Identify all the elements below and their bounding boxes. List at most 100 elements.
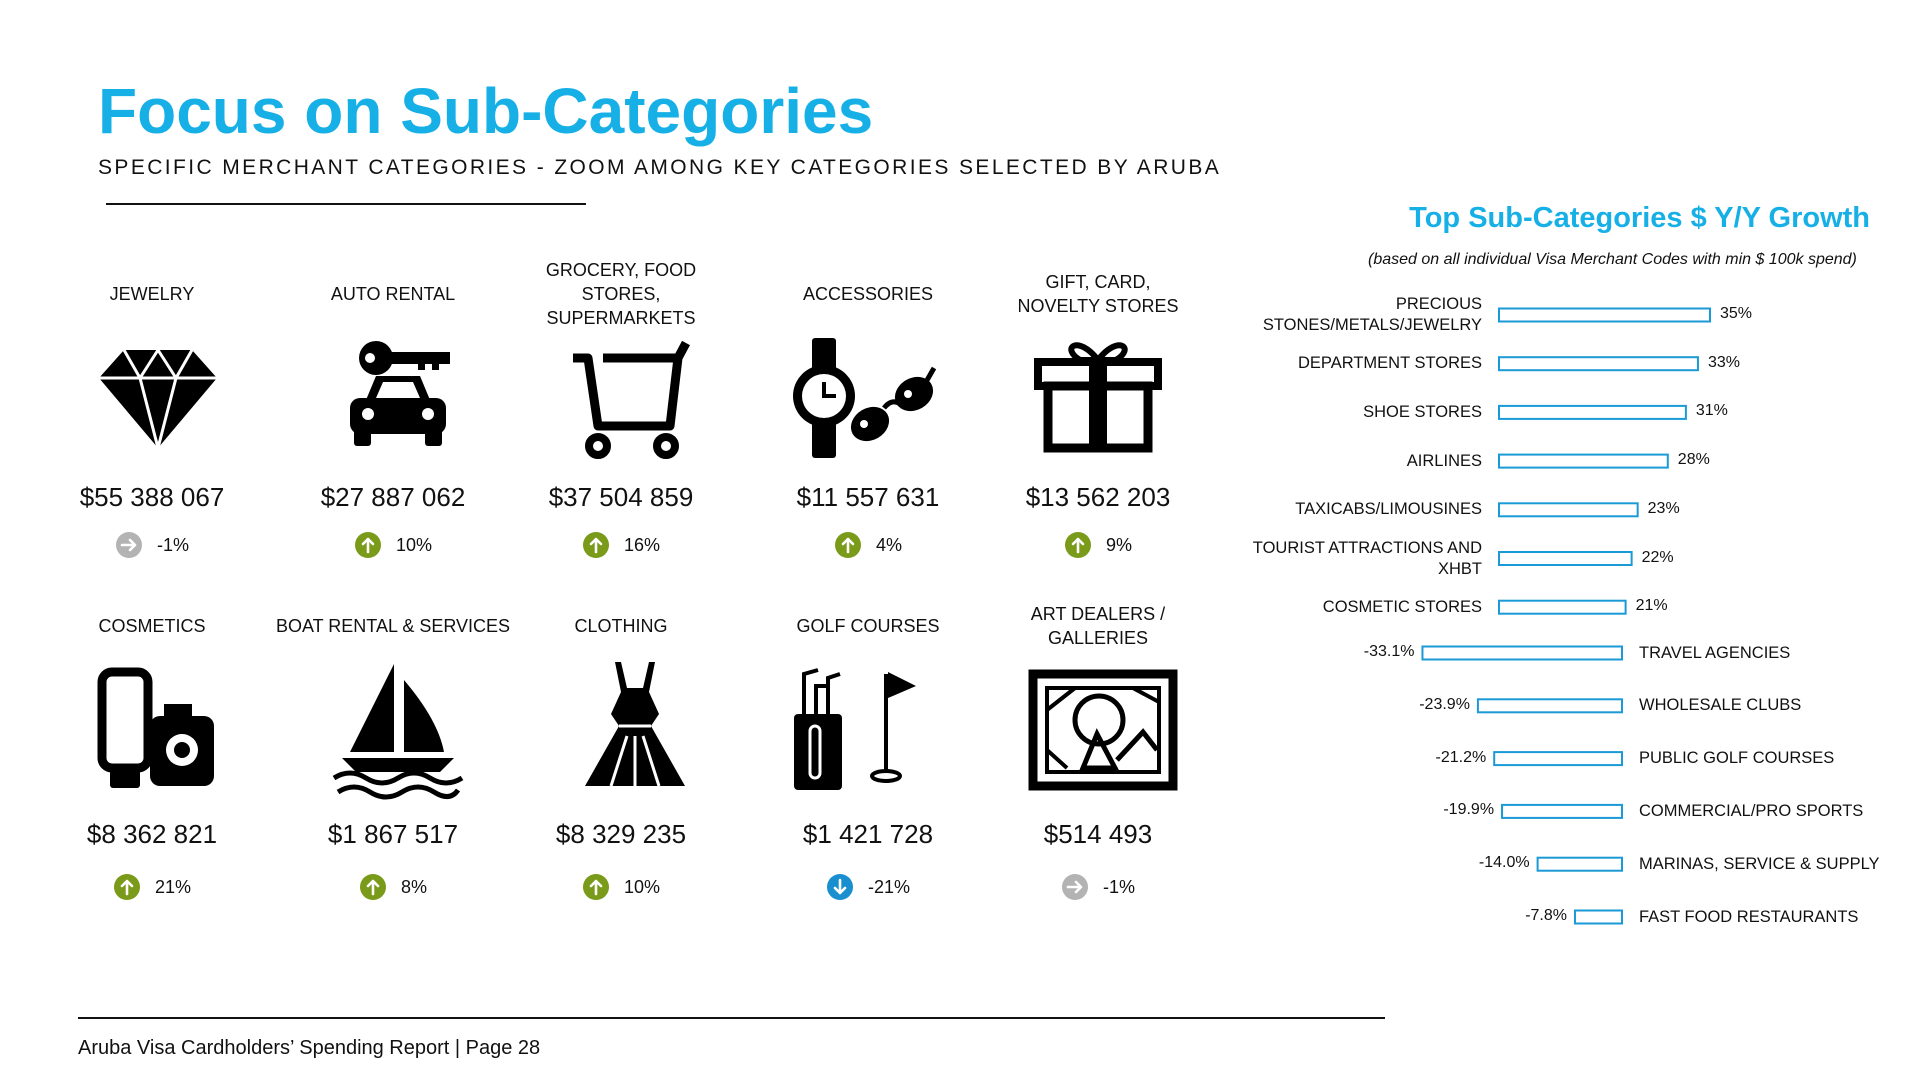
trend-arrow: [361, 537, 375, 554]
trend-icon: [582, 874, 609, 900]
clothing-icon: [585, 662, 685, 787]
tile-growth: 4%: [748, 531, 988, 559]
growth-value: -21%: [867, 876, 911, 897]
category-label: AIRLINES: [1406, 451, 1482, 470]
bar: [1498, 307, 1711, 323]
golf-icon: [794, 668, 916, 790]
bar: [1498, 551, 1633, 566]
value-label: -33.1%: [1363, 643, 1415, 660]
trend-icon: [1061, 874, 1088, 900]
tile-growth: 16%: [501, 531, 741, 559]
tile-amount: $1 867 517: [327, 819, 459, 849]
tile-label: JEWELRY: [109, 284, 195, 304]
category-label: WHOLESALE CLUBS: [1639, 696, 1802, 715]
value-label: -14.0%: [1478, 854, 1530, 872]
tile-label: CLOTHING: [574, 616, 668, 636]
trend-arrow: [833, 878, 847, 895]
tile-amount: $55 388 067: [79, 482, 225, 512]
bar: [1536, 856, 1623, 872]
bar: [1421, 645, 1624, 661]
tile-growth: -1%: [32, 531, 272, 559]
tile-amount: $13 562 203: [1025, 482, 1171, 512]
bar: [1573, 909, 1624, 925]
page-subtitle: SPECIFIC MERCHANT CATEGORIES - ZOOM AMON…: [98, 156, 1222, 179]
growth-value: 10%: [623, 876, 661, 897]
category-label: TOURIST ATTRACTIONS AND XHBT: [1252, 538, 1482, 578]
tile-label: GROCERY, FOOD STORES, SUPERMARKETS: [545, 260, 697, 328]
trend-arrow: [120, 879, 134, 896]
footer-text: Aruba Visa Cardholders’ Spending Report …: [78, 1037, 541, 1059]
value-label: 35%: [1720, 305, 1753, 322]
category-label: COMMERCIAL/PRO SPORTS: [1639, 801, 1864, 820]
category-label: PRECIOUS STONES/METALS/JEWELRY: [1262, 295, 1482, 334]
bar: [1498, 599, 1627, 615]
tile-amount: $1 421 728: [802, 819, 934, 849]
trend-icon: [1064, 532, 1091, 558]
trend-arrow: [589, 879, 603, 896]
category-label: SHOE STORES: [1363, 402, 1482, 421]
tile-growth: 9%: [978, 531, 1218, 559]
category-label: COSMETIC STORES: [1322, 597, 1482, 616]
tile-amount: $8 329 235: [555, 819, 687, 849]
tile-label: BOAT RENTAL & SERVICES: [275, 616, 511, 636]
bar: [1476, 698, 1623, 714]
trend-icon: [354, 532, 381, 558]
trend-arrow: [1071, 537, 1085, 554]
tile-amount: $11 557 631: [796, 482, 940, 512]
bar: [1498, 453, 1669, 469]
value-label: -19.9%: [1443, 801, 1495, 819]
chart-title: Top Sub-Categories $ Y/Y Growth: [1409, 202, 1870, 234]
tile-growth: 10%: [273, 531, 513, 559]
trend-arrow: [589, 537, 603, 554]
trend-arrow: [366, 879, 380, 896]
trend-icon: [834, 532, 861, 558]
tile-label: GIFT, CARD, NOVELTY STORES: [1017, 272, 1179, 316]
tile-growth: 8%: [273, 873, 513, 901]
growth-value: 8%: [400, 876, 427, 897]
category-label: DEPARTMENT STORES: [1298, 354, 1482, 373]
growth-value: -1%: [1102, 876, 1135, 897]
auto-rental-icon: [350, 341, 450, 446]
tile-amount: $27 887 062: [320, 482, 466, 512]
grocery-icon: [573, 340, 690, 459]
value-label: -7.8%: [1525, 907, 1567, 924]
trend-arrow: [120, 538, 137, 552]
cosmetics-icon: [97, 667, 214, 788]
category-label: MARINAS, SERVICE & SUPPLY: [1639, 854, 1880, 873]
tile-growth: -21%: [748, 873, 988, 901]
page-title: Focus on Sub-Categories: [98, 75, 874, 147]
trend-arrow: [841, 537, 855, 554]
gift-icon: [1034, 342, 1162, 453]
tile-label: ART DEALERS / GALLERIES: [1030, 604, 1166, 648]
chart-note: (based on all individual Visa Merchant C…: [1368, 251, 1857, 268]
bar: [1493, 751, 1624, 767]
value-label: 33%: [1707, 353, 1740, 371]
trend-icon: [582, 532, 609, 558]
category-label: PUBLIC GOLF COURSES: [1639, 749, 1835, 768]
growth-value: 10%: [395, 534, 433, 555]
trend-arrow: [1066, 880, 1083, 894]
growth-value: 4%: [875, 534, 902, 555]
value-label: 22%: [1641, 548, 1674, 566]
art-icon: [1028, 669, 1178, 791]
tile-label: ACCESSORIES: [802, 284, 934, 304]
tile-growth: -1%: [978, 873, 1218, 901]
accessories-icon: [793, 338, 937, 458]
bar: [1501, 803, 1623, 819]
value-label: -23.9%: [1419, 695, 1470, 713]
category-label: TRAVEL AGENCIES: [1639, 643, 1791, 662]
trend-icon: [359, 874, 386, 900]
tile-amount: $514 493: [1043, 819, 1153, 849]
category-label: TAXICABS/LIMOUSINES: [1295, 500, 1482, 519]
tile-label: AUTO RENTAL: [330, 284, 456, 304]
growth-value: -1%: [156, 534, 189, 555]
category-label: FAST FOOD RESTAURANTS: [1639, 907, 1859, 926]
bar: [1498, 356, 1699, 372]
value-label: 28%: [1677, 451, 1710, 469]
value-label: 31%: [1695, 402, 1728, 420]
tile-amount: $37 504 859: [548, 482, 694, 512]
value-label: 23%: [1647, 499, 1680, 517]
growth-value: 9%: [1105, 534, 1132, 555]
